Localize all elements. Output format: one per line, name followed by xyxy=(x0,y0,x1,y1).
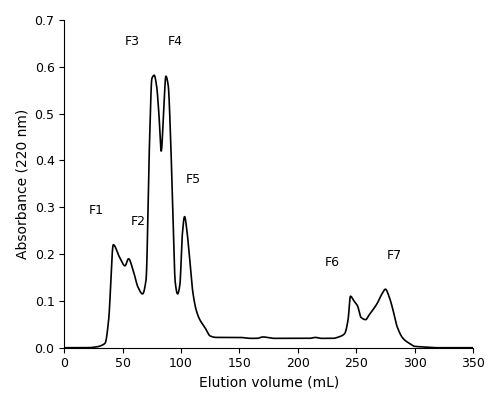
Text: F3: F3 xyxy=(125,35,140,48)
Text: F7: F7 xyxy=(386,249,402,262)
X-axis label: Elution volume (mL): Elution volume (mL) xyxy=(198,376,339,390)
Text: F4: F4 xyxy=(168,35,183,48)
Y-axis label: Absorbance (220 nm): Absorbance (220 nm) xyxy=(15,109,29,259)
Text: F6: F6 xyxy=(325,256,340,269)
Text: F2: F2 xyxy=(131,215,146,228)
Text: F5: F5 xyxy=(186,173,201,186)
Text: F1: F1 xyxy=(89,204,104,217)
